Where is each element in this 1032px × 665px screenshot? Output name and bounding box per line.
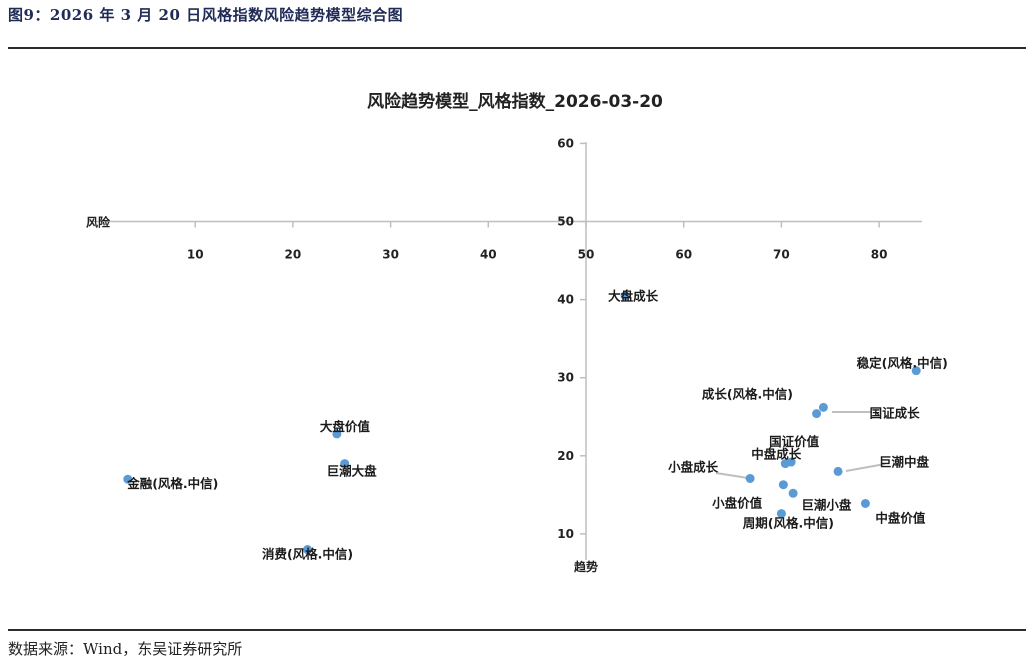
data-label: 金融(风格.中信) xyxy=(126,476,218,491)
data-label: 中盘价值 xyxy=(875,510,926,525)
data-label: 成长(风格.中信) xyxy=(702,386,793,401)
data-label: 消费(风格.中信) xyxy=(262,547,353,562)
data-label: 国证成长 xyxy=(870,406,921,421)
x-tick-label: 30 xyxy=(382,248,399,262)
y-tick-label: 30 xyxy=(557,371,574,385)
data-point xyxy=(340,459,350,469)
x-tick-label: 20 xyxy=(285,248,302,262)
data-label: 小盘成长 xyxy=(667,459,719,474)
data-point xyxy=(620,291,630,301)
data-label: 稳定(风格.中信) xyxy=(857,356,948,371)
y-tick-label: 60 xyxy=(557,136,574,150)
x-tick-label: 40 xyxy=(480,248,497,262)
data-point xyxy=(332,429,342,439)
data-label: 巨潮小盘 xyxy=(801,498,852,513)
bottom-rule xyxy=(8,629,1026,631)
label-leader-lines xyxy=(715,411,886,479)
x-tick-label: 60 xyxy=(675,248,692,262)
data-point xyxy=(776,509,786,519)
data-points xyxy=(123,291,921,555)
data-label: 巨潮中盘 xyxy=(879,454,930,469)
data-point xyxy=(788,488,798,498)
data-label: 巨潮大盘 xyxy=(327,464,378,479)
data-label: 大盘成长 xyxy=(608,289,659,304)
y-tick-label: 50 xyxy=(557,215,574,229)
label-leader-line xyxy=(845,463,886,472)
y-tick-label: 10 xyxy=(557,527,574,541)
data-point xyxy=(911,366,921,376)
data-point xyxy=(860,498,870,508)
chart-title: 风险趋势模型_风格指数_2026-03-20 xyxy=(367,91,663,112)
data-label: 小盘价值 xyxy=(711,495,763,510)
data-point xyxy=(778,480,788,490)
x-tick-label: 10 xyxy=(187,248,204,262)
source-note: 数据来源：Wind，东吴证券研究所 xyxy=(8,640,243,658)
data-point xyxy=(833,466,843,476)
data-labels: 大盘成长稳定(风格.中信)成长(风格.中信)国证成长国证价值中盘成长巨潮中盘小盘… xyxy=(126,289,948,562)
data-point xyxy=(303,545,313,555)
x-axis-name: 风险 xyxy=(86,215,111,230)
y-axis-name: 趋势 xyxy=(574,559,598,574)
x-tick-label: 80 xyxy=(871,248,888,262)
data-point xyxy=(818,402,828,412)
data-point xyxy=(745,473,755,483)
data-point xyxy=(812,409,822,419)
top-rule xyxy=(8,47,1026,49)
data-point xyxy=(780,459,790,469)
y-tick-label: 20 xyxy=(557,449,574,463)
data-label: 大盘价值 xyxy=(320,419,371,434)
label-leader-line xyxy=(715,472,749,479)
data-label: 国证价值 xyxy=(769,434,820,449)
data-point xyxy=(123,474,133,484)
figure-title: 图9：2026 年 3 月 20 日风格指数风险趋势模型综合图 xyxy=(8,6,404,24)
data-label: 周期(风格.中信) xyxy=(743,516,834,531)
y-tick-label: 40 xyxy=(557,293,574,307)
x-tick-label: 70 xyxy=(773,248,790,262)
data-label: 中盘成长 xyxy=(751,447,802,462)
